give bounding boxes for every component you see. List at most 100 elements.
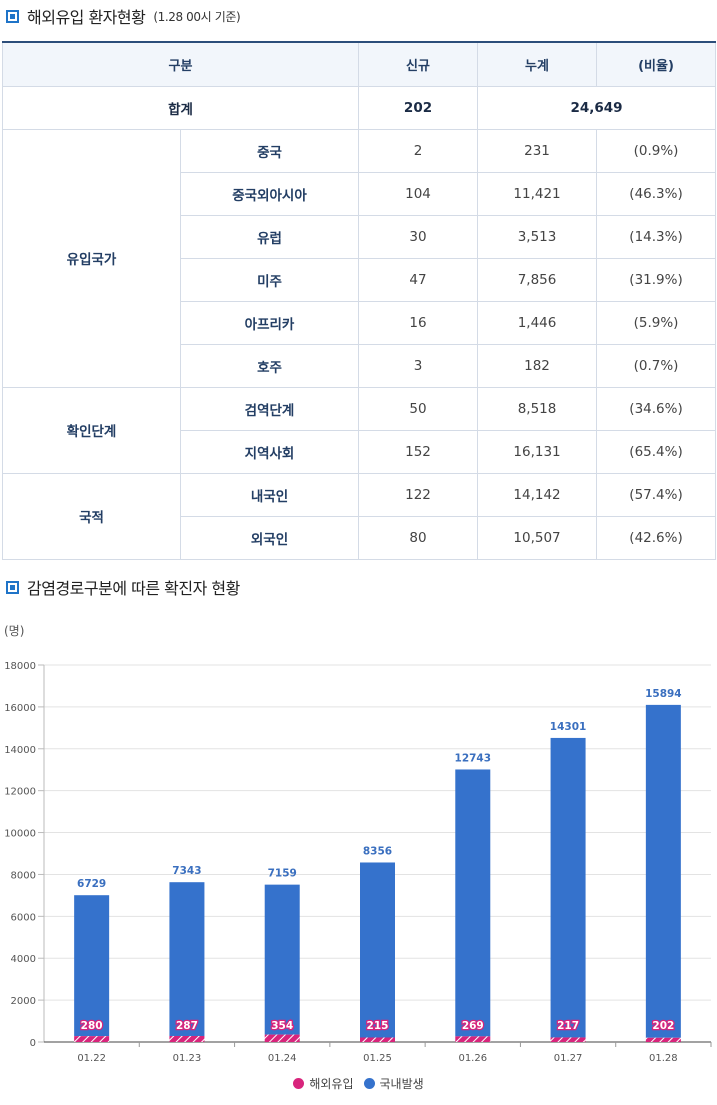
row-ratio: (46.3%) <box>596 171 717 216</box>
table-row: 미주 47 7,856 (31.9%) <box>3 257 717 302</box>
row-ratio: (31.9%) <box>596 257 717 302</box>
row-category: 아프리카 <box>179 300 360 345</box>
row-cumulative: 16,131 <box>477 429 598 474</box>
section-title-overseas: 해외유입 환자현황 (1.28 00시 기준) <box>6 4 241 28</box>
bar-domestic <box>455 769 491 1037</box>
y-tick-label: 4000 <box>11 954 36 965</box>
row-category: 지역사회 <box>179 429 360 474</box>
row-category: 검역단계 <box>179 386 360 431</box>
x-tick-label: 01.24 <box>268 1053 297 1064</box>
y-tick-label: 14000 <box>4 745 36 756</box>
chart-legend: 해외유입 국내발생 <box>0 1075 717 1092</box>
data-label-overseas: 354 <box>271 1020 293 1032</box>
total-label: 합계 <box>1 85 360 130</box>
data-label-domestic: 7343 <box>172 865 201 877</box>
bar-domestic <box>645 704 681 1038</box>
bar-overseas <box>550 1037 586 1042</box>
table-row: 호주 3 182 (0.7%) <box>3 343 717 388</box>
row-category: 내국인 <box>179 472 360 517</box>
data-label-domestic: 12743 <box>455 752 492 764</box>
row-ratio: (65.4%) <box>596 429 717 474</box>
bar-domestic <box>74 895 110 1037</box>
x-tick-label: 01.26 <box>458 1053 487 1064</box>
row-category: 중국 <box>179 128 360 173</box>
section-title-text: 해외유입 환자현황 <box>27 8 146 27</box>
row-category: 호주 <box>179 343 360 388</box>
data-label-domestic: 8356 <box>363 845 392 857</box>
table-row: 아프리카 16 1,446 (5.9%) <box>3 300 717 345</box>
group-label: 유입국가 <box>2 128 181 388</box>
bar-overseas <box>360 1037 395 1042</box>
row-ratio: (0.9%) <box>596 128 717 173</box>
row-ratio: (5.9%) <box>596 300 717 345</box>
header-new: 신규 <box>358 41 479 87</box>
group-label: 확인단계 <box>2 386 181 474</box>
legend-dot-icon <box>293 1078 305 1089</box>
row-new: 47 <box>358 257 479 302</box>
row-ratio: (0.7%) <box>596 343 717 388</box>
data-label-domestic: 15894 <box>645 688 682 700</box>
legend-item-overseas[interactable]: 해외유입 <box>293 1075 354 1092</box>
bar-overseas <box>455 1036 491 1042</box>
data-label-domestic: 6729 <box>77 878 106 890</box>
row-new: 122 <box>358 472 479 517</box>
row-category: 외국인 <box>179 515 360 560</box>
row-new: 80 <box>358 515 479 560</box>
row-new: 50 <box>358 386 479 431</box>
table-row: 중국외아시아 104 11,421 (46.3%) <box>3 171 717 216</box>
row-new: 16 <box>358 300 479 345</box>
row-cumulative: 231 <box>477 128 598 173</box>
data-label-overseas: 269 <box>462 1020 484 1032</box>
header-ratio: (비율) <box>596 41 717 87</box>
table-row: 유럽 30 3,513 (14.3%) <box>3 214 717 259</box>
y-tick-label: 12000 <box>4 787 36 798</box>
legend-label: 해외유입 <box>309 1077 354 1091</box>
bar-domestic <box>550 737 586 1038</box>
row-cumulative: 8,518 <box>477 386 598 431</box>
section-title-text: 감염경로구분에 따른 확진자 현황 <box>27 579 240 598</box>
row-cumulative: 3,513 <box>477 214 598 259</box>
bar-overseas <box>645 1037 681 1042</box>
row-cumulative: 10,507 <box>477 515 598 560</box>
bar-domestic <box>169 882 205 1036</box>
group-label: 국적 <box>2 472 181 560</box>
row-ratio: (14.3%) <box>596 214 717 259</box>
data-label-overseas: 280 <box>81 1020 103 1032</box>
legend-label: 국내발생 <box>379 1077 424 1091</box>
y-tick-label: 6000 <box>11 912 36 923</box>
section-square-icon <box>6 580 19 594</box>
bar-overseas <box>169 1035 205 1042</box>
row-new: 3 <box>358 343 479 388</box>
row-category: 유럽 <box>179 214 360 259</box>
data-label-overseas: 287 <box>176 1020 198 1032</box>
y-tick-label: 16000 <box>4 703 36 714</box>
row-ratio: (42.6%) <box>596 515 717 560</box>
section-title-route: 감염경로구분에 따른 확진자 현황 <box>6 575 240 599</box>
legend-item-domestic[interactable]: 국내발생 <box>363 1075 424 1092</box>
y-tick-label: 8000 <box>11 870 36 881</box>
y-axis-label: (명) <box>4 624 24 638</box>
table-row: 유입국가 중국 2 231 (0.9%) <box>2 128 717 388</box>
legend-dot-icon <box>363 1078 375 1089</box>
total-new: 202 <box>358 85 479 130</box>
section-square-icon <box>6 9 19 23</box>
bar-domestic <box>360 862 395 1038</box>
row-cumulative: 14,142 <box>477 472 598 517</box>
data-label-overseas: 217 <box>557 1020 579 1032</box>
section-subtitle: (1.28 00시 기준) <box>153 9 241 24</box>
x-tick-label: 01.22 <box>77 1053 106 1064</box>
cases-stacked-bar-chart: (명) 0 2000 4000 6000 8000 10000 12000 14000 1600… <box>4 624 712 1064</box>
x-tick-label: 01.28 <box>649 1053 678 1064</box>
table-header-row: 구분 신규 누계 (비율) <box>1 41 717 87</box>
table-row: 외국인 80 10,507 (42.6%) <box>3 515 717 560</box>
row-cumulative: 11,421 <box>477 171 598 216</box>
x-tick-label: 01.23 <box>173 1053 202 1064</box>
row-category: 중국외아시아 <box>179 171 360 216</box>
row-cumulative: 7,856 <box>477 257 598 302</box>
overseas-cases-table: 구분 신규 누계 (비율) 합계 202 24,649 유입국가 중국 2 23… <box>1 41 717 560</box>
row-cumulative: 182 <box>477 343 598 388</box>
header-cumulative: 누계 <box>477 41 598 87</box>
row-new: 30 <box>358 214 479 259</box>
row-new: 152 <box>358 429 479 474</box>
data-label-domestic: 14301 <box>550 721 587 733</box>
